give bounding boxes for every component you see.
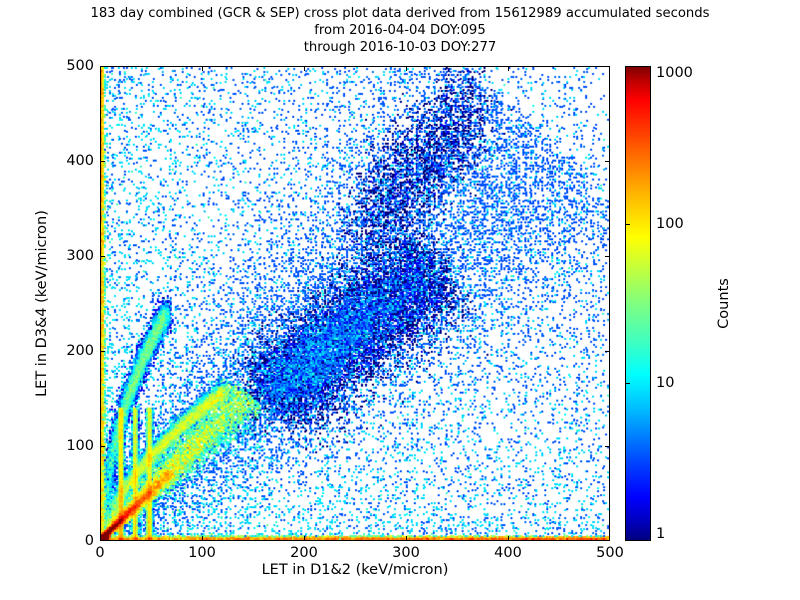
- x-tick-label-400: 400: [494, 545, 522, 561]
- colorbar-title: Counts: [716, 278, 732, 329]
- x-tick-500: [609, 536, 610, 540]
- x-tick-label-200: 200: [290, 545, 318, 561]
- x-tick-400: [508, 536, 509, 540]
- x-tick-200: [304, 67, 305, 71]
- colorbar-tick-100: [626, 224, 630, 226]
- y-tick-label-100: 100: [66, 438, 94, 454]
- x-tick-label-0: 0: [95, 545, 105, 561]
- y-tick-0: [101, 540, 105, 541]
- colorbar-tick-label-10: 10: [656, 374, 675, 391]
- y-tick-400: [101, 161, 105, 162]
- y-tick-0: [605, 540, 609, 541]
- colorbar-tick-10: [626, 382, 630, 384]
- y-tick-300: [605, 256, 609, 257]
- x-tick-400: [508, 67, 509, 71]
- x-tick-300: [406, 536, 407, 540]
- y-tick-200: [605, 351, 609, 352]
- y-tick-500: [605, 66, 609, 67]
- colorbar: [625, 66, 651, 541]
- figure-title: 183 day combined (GCR & SEP) cross plot …: [0, 5, 800, 56]
- y-tick-300: [101, 256, 105, 257]
- y-tick-500: [101, 66, 105, 67]
- x-tick-label-300: 300: [392, 545, 420, 561]
- figure-title-line-1: 183 day combined (GCR & SEP) cross plot …: [90, 6, 710, 21]
- y-tick-200: [101, 351, 105, 352]
- x-tick-100: [202, 67, 203, 71]
- x-tick-label-500: 500: [596, 545, 624, 561]
- colorbar-tick-label-1000: 1000: [656, 65, 693, 81]
- y-tick-100: [605, 446, 609, 447]
- y-tick-label-200: 200: [66, 343, 94, 359]
- y-tick-label-0: 0: [84, 533, 94, 549]
- colorbar-tick-label-1: 1: [656, 526, 666, 542]
- x-tick-label-100: 100: [188, 545, 216, 561]
- x-tick-500: [609, 67, 610, 71]
- scatter-density-canvas: [101, 67, 609, 540]
- x-tick-0: [100, 536, 101, 540]
- y-tick-100: [101, 446, 105, 447]
- y-tick-label-500: 500: [66, 58, 94, 74]
- plot-area: [100, 66, 610, 541]
- y-tick-label-400: 400: [66, 153, 94, 169]
- x-tick-300: [406, 67, 407, 71]
- figure-title-line-3: through 2016-10-03 DOY:277: [303, 40, 497, 55]
- y-tick-label-300: 300: [66, 248, 94, 264]
- y-axis-label: LET in D3&4 (keV/micron): [34, 210, 50, 397]
- colorbar-tick-label-100: 100: [656, 216, 684, 233]
- x-tick-0: [100, 67, 101, 71]
- x-axis-label: LET in D1&2 (keV/micron): [261, 562, 449, 578]
- y-tick-400: [605, 161, 609, 162]
- figure-title-line-2: from 2016-04-04 DOY:095: [314, 23, 486, 38]
- x-tick-100: [202, 536, 203, 540]
- x-tick-200: [304, 536, 305, 540]
